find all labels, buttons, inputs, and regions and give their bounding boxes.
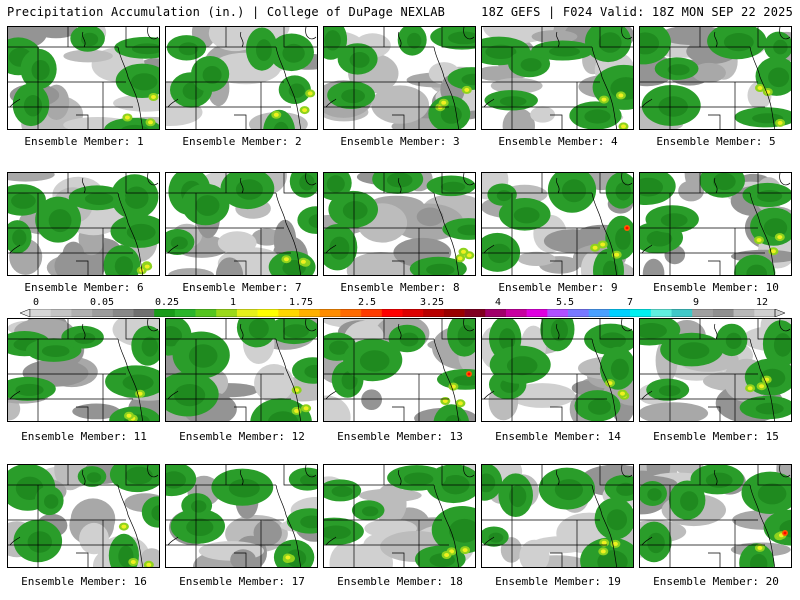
ensemble-member-label: Ensemble Member: 4 — [498, 135, 618, 148]
ensemble-member-label: Ensemble Member: 7 — [182, 281, 302, 294]
colorbar-tick-label: 7 — [626, 297, 634, 308]
ensemble-map-panel — [481, 318, 634, 422]
colorbar-swatch — [319, 309, 341, 317]
colorbar-swatch — [216, 309, 238, 317]
ensemble-member-label: Ensemble Member: 5 — [656, 135, 776, 148]
ensemble-map-panel — [481, 26, 634, 130]
ensemble-member-label: Ensemble Member: 6 — [24, 281, 144, 294]
precip-colorbar — [20, 309, 785, 317]
colorbar-swatch — [381, 309, 403, 317]
colorbar-swatch — [133, 309, 155, 317]
colorbar-tick-label: 3.25 — [419, 297, 445, 308]
colorbar-swatch — [609, 309, 631, 317]
ensemble-member-label: Ensemble Member: 15 — [653, 430, 779, 443]
ensemble-map-panel — [7, 26, 160, 130]
colorbar-tick-label: 4 — [494, 297, 502, 308]
ensemble-map-panel — [481, 464, 634, 568]
colorbar-swatch — [630, 309, 652, 317]
colorbar-swatch — [299, 309, 321, 317]
colorbar-swatch — [568, 309, 590, 317]
colorbar-swatch — [236, 309, 258, 317]
colorbar-swatch — [257, 309, 279, 317]
ensemble-map-panel — [7, 172, 160, 276]
ensemble-map-panel — [165, 318, 318, 422]
ensemble-member-label: Ensemble Member: 11 — [21, 430, 147, 443]
colorbar-swatch — [754, 309, 776, 317]
colorbar-swatch — [671, 309, 693, 317]
ensemble-map-panel — [323, 172, 476, 276]
colorbar-swatch — [71, 309, 93, 317]
ensemble-member-label: Ensemble Member: 12 — [179, 430, 305, 443]
colorbar-swatch — [154, 309, 176, 317]
colorbar-swatch — [50, 309, 72, 317]
ensemble-map-panel — [639, 318, 792, 422]
colorbar-tick-label: 1 — [229, 297, 237, 308]
ensemble-member-label: Ensemble Member: 1 — [24, 135, 144, 148]
ensemble-member-label: Ensemble Member: 2 — [182, 135, 302, 148]
colorbar-swatch — [443, 309, 465, 317]
colorbar-tick-label: 1.75 — [288, 297, 314, 308]
ensemble-member-label: Ensemble Member: 16 — [21, 575, 147, 588]
ensemble-map-panel — [323, 26, 476, 130]
ensemble-map-panel — [7, 464, 160, 568]
ensemble-member-label: Ensemble Member: 13 — [337, 430, 463, 443]
ensemble-map-panel — [323, 464, 476, 568]
colorbar-tick-label: 5.5 — [555, 297, 575, 308]
ensemble-member-label: Ensemble Member: 9 — [498, 281, 618, 294]
ensemble-map-panel — [165, 172, 318, 276]
ensemble-member-label: Ensemble Member: 19 — [495, 575, 621, 588]
colorbar-tick-label: 2.5 — [357, 297, 377, 308]
ensemble-map-panel — [639, 26, 792, 130]
colorbar-swatch — [278, 309, 300, 317]
ensemble-member-label: Ensemble Member: 14 — [495, 430, 621, 443]
colorbar-swatch — [195, 309, 217, 317]
ensemble-map-panel — [639, 464, 792, 568]
colorbar-swatch — [174, 309, 196, 317]
colorbar-swatch — [361, 309, 383, 317]
colorbar-swatch — [547, 309, 569, 317]
colorbar-swatch — [505, 309, 527, 317]
ensemble-map-panel — [481, 172, 634, 276]
colorbar-swatch — [692, 309, 714, 317]
colorbar-swatch — [464, 309, 486, 317]
colorbar-swatch — [340, 309, 362, 317]
ensemble-member-label: Ensemble Member: 3 — [340, 135, 460, 148]
colorbar-swatch — [485, 309, 507, 317]
colorbar-swatch — [423, 309, 445, 317]
ensemble-map-panel — [639, 172, 792, 276]
colorbar-tick-label: 0.25 — [154, 297, 180, 308]
ensemble-map-panel — [323, 318, 476, 422]
model-run-label: 18Z GEFS | F024 Valid: 18Z MON SEP 22 20… — [481, 5, 793, 19]
colorbar-swatch — [588, 309, 610, 317]
colorbar-swatch — [733, 309, 755, 317]
ensemble-member-label: Ensemble Member: 17 — [179, 575, 305, 588]
colorbar-swatch — [402, 309, 424, 317]
ensemble-member-label: Ensemble Member: 8 — [340, 281, 460, 294]
ensemble-member-label: Ensemble Member: 10 — [653, 281, 779, 294]
colorbar-swatch — [112, 309, 134, 317]
colorbar-tick-label: 12 — [755, 297, 769, 308]
colorbar-swatch — [712, 309, 734, 317]
colorbar-swatch — [30, 309, 51, 317]
ensemble-map-panel — [165, 26, 318, 130]
colorbar-swatch — [526, 309, 548, 317]
colorbar-tick-label: 0 — [32, 297, 40, 308]
ensemble-member-label: Ensemble Member: 18 — [337, 575, 463, 588]
ensemble-member-label: Ensemble Member: 20 — [653, 575, 779, 588]
colorbar-tick-label: 9 — [692, 297, 700, 308]
colorbar-tick-label: 0.05 — [89, 297, 115, 308]
colorbar-swatch — [650, 309, 672, 317]
ensemble-map-panel — [7, 318, 160, 422]
colorbar-swatch — [92, 309, 114, 317]
ensemble-map-panel — [165, 464, 318, 568]
page-title: Precipitation Accumulation (in.) | Colle… — [7, 5, 446, 19]
